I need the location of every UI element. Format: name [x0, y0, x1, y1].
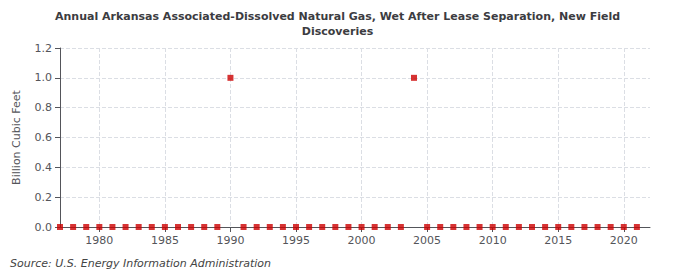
- svg-text:Discoveries: Discoveries: [302, 25, 374, 38]
- svg-text:0.8: 0.8: [35, 101, 53, 114]
- svg-text:2020: 2020: [610, 234, 638, 247]
- svg-text:2015: 2015: [544, 234, 572, 247]
- svg-text:1.2: 1.2: [35, 42, 53, 55]
- svg-text:Source: U.S. Energy Informatio: Source: U.S. Energy Information Administ…: [10, 257, 271, 270]
- svg-text:1995: 1995: [282, 234, 310, 247]
- svg-text:2005: 2005: [413, 234, 441, 247]
- svg-text:1985: 1985: [151, 234, 179, 247]
- svg-text:Billion Cubic Feet: Billion Cubic Feet: [10, 89, 23, 184]
- svg-text:0.4: 0.4: [35, 161, 53, 174]
- svg-text:0.6: 0.6: [35, 131, 53, 144]
- svg-text:2010: 2010: [479, 234, 507, 247]
- svg-text:Annual Arkansas Associated-Dis: Annual Arkansas Associated-Dissolved Nat…: [55, 10, 620, 23]
- svg-text:1.0: 1.0: [35, 71, 53, 84]
- svg-text:1980: 1980: [85, 234, 113, 247]
- svg-text:0.2: 0.2: [35, 191, 53, 204]
- svg-text:1990: 1990: [216, 234, 244, 247]
- svg-text:2000: 2000: [348, 234, 376, 247]
- svg-text:0.0: 0.0: [35, 221, 53, 234]
